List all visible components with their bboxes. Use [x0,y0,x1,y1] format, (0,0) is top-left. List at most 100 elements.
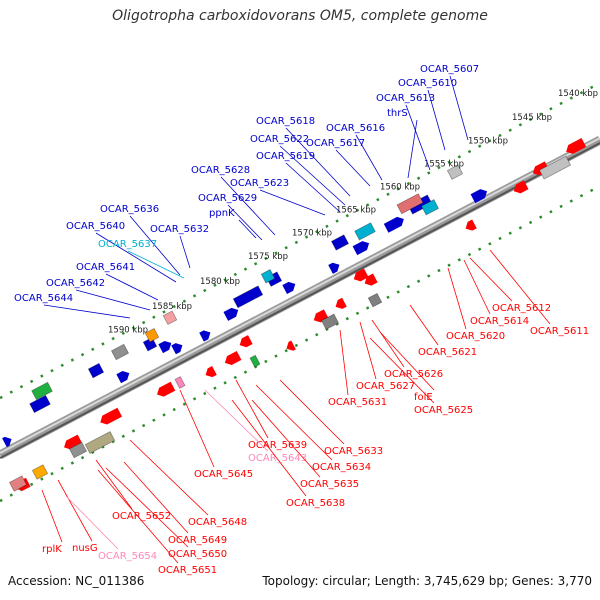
lower-tick-track [0,184,600,503]
kbp-label: 1560 kbp [380,183,420,193]
rna-gene-1 [354,222,376,241]
upper-gene-label: OCAR_5641 [76,262,135,273]
reverse-gene-9-shape [239,335,253,348]
lower-leader-line [469,257,513,302]
lower-leader-line [379,331,435,391]
upper-gene-label: OCAR_5610 [398,78,457,89]
lower-gene-label: OCAR_5634 [312,462,371,473]
lower-gene-label: OCAR_5638 [286,498,345,509]
genome-backbone-highlight [0,137,600,454]
lower-leader-line [95,459,133,510]
lower-leader-line [359,321,377,380]
upper-leader-line [279,145,346,206]
reverse-box-gray-shape [538,155,572,180]
upper-leader-line [95,232,177,283]
forward-gene-9 [223,307,239,321]
lower-leader-line [65,495,119,550]
reverse-box-gray2-shape [320,313,340,330]
forward-gene-14-shape [116,371,130,384]
topology-text: Topology: circular; Length: 3,745,629 bp… [262,574,592,588]
lower-gene-label: OCAR_5626 [384,369,443,380]
forward-gene-8-shape [232,285,264,309]
lower-leader-line [41,489,63,543]
lower-gene-label: OCAR_5648 [188,517,247,528]
reverse-gene-13 [100,407,123,425]
reverse-gene-11 [205,365,217,378]
lower-leader-line [57,479,93,542]
reverse-gene-12 [157,381,176,397]
upper-leader-line [179,235,191,269]
forward-gene-12-shape [158,340,172,354]
lower-gene-label: OCAR_5651 [158,565,217,576]
forward-gene-0-shape [470,189,488,204]
lower-gene-label: OCAR_5621 [418,347,477,358]
reverse-box-gray [538,155,572,180]
upper-gene-label: OCAR_5636 [100,204,159,215]
lower-leader-line [255,384,333,461]
forward-gene-2 [383,216,404,233]
forward-gene-10-shape [199,330,211,342]
kbp-label: 1585 kbp [152,302,192,312]
lower-gene-label: OCAR_5625 [414,405,473,416]
upper-leader-line [220,176,276,236]
upper-gene-label: OCAR_5637 [98,239,157,250]
upper-leader-line [105,273,159,301]
upper-leader-line [43,304,131,319]
lower-leader-line [409,304,439,346]
lower-gene-label: folE [414,392,433,403]
reverse-gene-6 [335,297,347,309]
lower-leader-line [179,389,215,468]
lower-leader-line [231,399,307,497]
upper-leader-line [407,119,418,179]
reverse-box-orange-shape [31,464,49,480]
upper-gene-label: OCAR_5642 [46,278,105,289]
forward-box-gray [446,164,464,180]
upper-leader-line [335,149,371,187]
upper-gene-label: OCAR_5619 [256,151,315,162]
kbp-label: 1570 kbp [292,229,332,239]
forward-gene-13 [142,336,158,352]
upper-leader-line [427,89,446,151]
forward-gene-6 [282,281,296,294]
upper-gene-label: OCAR_5644 [14,293,73,304]
upper-leader-line [227,204,263,241]
forward-box-pink [396,193,424,215]
forward-gene-0 [470,189,488,204]
forward-gene-6-shape [282,281,296,294]
reverse-gene-2 [513,180,529,194]
lower-gene-label: OCAR_5614 [470,316,529,327]
forward-gene-11 [171,343,183,355]
reverse-gene-6-shape [335,297,347,309]
rna-gene-0-shape [420,199,440,216]
forward-gene-8 [232,285,264,309]
forward-box-orange-shape [144,327,160,343]
reverse-box-green-shape [249,354,261,368]
forward-gene-16-shape [29,394,51,414]
lower-leader-line [235,379,269,439]
reverse-gene-5 [353,268,369,282]
reverse-gene-3 [465,219,477,231]
reverse-box-pink-shape [8,475,28,492]
forward-gene-12 [158,340,172,354]
reverse-gene-8 [286,340,296,351]
lower-leader-line [371,319,405,368]
reverse-gene-0-shape [566,138,587,154]
upper-gene-label: OCAR_5622 [250,134,309,145]
upper-leader-line [127,250,185,279]
upper-leader-line [449,75,469,141]
upper-gene-label: OCAR_5613 [376,93,435,104]
upper-leader-line [238,219,257,239]
reverse-box-olive [84,431,116,454]
upper-leader-line [129,215,181,276]
lower-gene-label: OCAR_5635 [300,479,359,490]
reverse-box-gray4-shape [68,441,88,459]
kbp-label: 1575 kbp [248,252,288,262]
lower-gene-label: OCAR_5650 [168,549,227,560]
reverse-gene-3-shape [465,219,477,231]
lower-gene-label: OCAR_5654 [98,551,157,562]
reverse-rna-shape [174,376,186,389]
upper-leader-line [285,162,341,213]
upper-gene-label: OCAR_5617 [306,138,365,149]
reverse-box-orange [31,464,49,480]
